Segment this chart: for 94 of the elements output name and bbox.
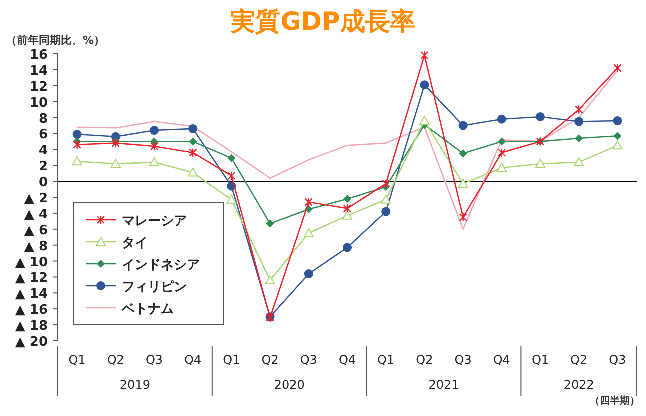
point: [110, 159, 121, 168]
legend-label: インドネシア: [122, 258, 200, 273]
point: [304, 198, 313, 207]
y-axis-title: （前年同期比、%）: [6, 34, 106, 47]
point: [150, 157, 160, 166]
point: [342, 210, 352, 220]
legend-label: タイ: [122, 236, 148, 251]
point: [344, 195, 352, 204]
y-tick-label: 2: [38, 160, 48, 175]
x-tick-label: Q2: [570, 353, 588, 367]
point: [382, 179, 390, 189]
point: [150, 142, 159, 152]
point: [497, 114, 506, 124]
x-tick-label: Q1: [378, 353, 395, 367]
point: [420, 50, 429, 60]
point: [459, 212, 468, 222]
point: [420, 116, 430, 125]
x-tick-label: Q2: [107, 353, 124, 367]
point: [613, 116, 622, 126]
point: [574, 117, 584, 126]
point: [381, 194, 392, 204]
y-tick-label: ▲ 16: [15, 303, 48, 318]
point: [188, 124, 198, 134]
legend-label: ベトナム: [121, 302, 174, 317]
x-tick-label: Q4: [338, 353, 356, 367]
text: 2021: [428, 378, 460, 392]
y-tick-label: ▲ 18: [15, 319, 48, 334]
x-tick-label: Q3: [609, 353, 626, 367]
point: [458, 121, 468, 130]
y-tick-label: 10: [30, 96, 48, 111]
point: [150, 138, 158, 146]
legend-label: マレーシア: [122, 214, 187, 229]
point: [304, 270, 314, 279]
point: [459, 150, 468, 158]
point: [420, 80, 430, 90]
x-tick-label: Q3: [146, 353, 164, 367]
point: [72, 156, 82, 166]
point: [614, 64, 622, 73]
point: [458, 178, 468, 188]
point: [575, 105, 584, 114]
x-tick-label: Q3: [300, 353, 318, 367]
y-tick-label: 8: [38, 112, 48, 127]
y-tick-label: 14: [30, 64, 48, 79]
x-tick-label: Q2: [262, 353, 279, 367]
text: 2022: [564, 378, 594, 392]
point: [73, 140, 82, 150]
point: [72, 130, 82, 140]
point: [189, 148, 198, 158]
point: [343, 204, 352, 214]
text: 2019: [120, 378, 150, 392]
point: [536, 159, 546, 168]
x-tick-label: Q4: [493, 353, 510, 367]
x-tick-label: Q2: [416, 353, 434, 367]
point: [226, 194, 237, 204]
y-tick-label: 4: [38, 144, 48, 159]
point: [498, 148, 506, 158]
point: [266, 220, 274, 228]
point: [150, 126, 159, 136]
point: [265, 275, 276, 284]
text: 2020: [274, 378, 305, 392]
point: [343, 243, 352, 252]
point: [612, 140, 623, 150]
point: [574, 157, 584, 166]
y-tick-label: 0: [38, 176, 48, 191]
chart-title: 実質GDP成長率: [230, 7, 416, 36]
y-tick-label: ▲ 14: [15, 287, 48, 302]
x-tick-label: Q1: [223, 353, 240, 367]
x-tick-label: Q1: [532, 353, 550, 367]
point: [189, 138, 198, 146]
legend-label: フィリピン: [122, 280, 187, 295]
y-tick-label: 16: [30, 48, 48, 63]
y-tick-label: ▲ 4: [24, 207, 48, 222]
y-tick-label: ▲ 2: [24, 192, 48, 206]
y-tick-label: 6: [38, 128, 48, 143]
y-tick-label: ▲ 12: [15, 271, 48, 286]
y-tick-label: ▲ 8: [24, 239, 48, 254]
x-tick-label: Q4: [184, 353, 202, 367]
point: [228, 171, 236, 181]
point: [188, 168, 198, 177]
y-tick-label: 12: [30, 80, 48, 95]
y-tick-label: ▲ 20: [15, 335, 48, 350]
point: [228, 154, 236, 162]
y-tick-label: ▲ 10: [15, 255, 48, 270]
point: [498, 138, 506, 146]
point: [382, 207, 391, 216]
x-tick-label: Q3: [454, 353, 472, 367]
point: [304, 228, 314, 238]
x-tick-label: Q1: [68, 353, 86, 367]
y-tick-label: ▲ 6: [24, 223, 48, 238]
point: [536, 112, 545, 122]
point: [496, 163, 507, 172]
point: [614, 132, 622, 140]
x-axis-title: （四半期）: [590, 395, 640, 407]
point: [575, 134, 584, 143]
